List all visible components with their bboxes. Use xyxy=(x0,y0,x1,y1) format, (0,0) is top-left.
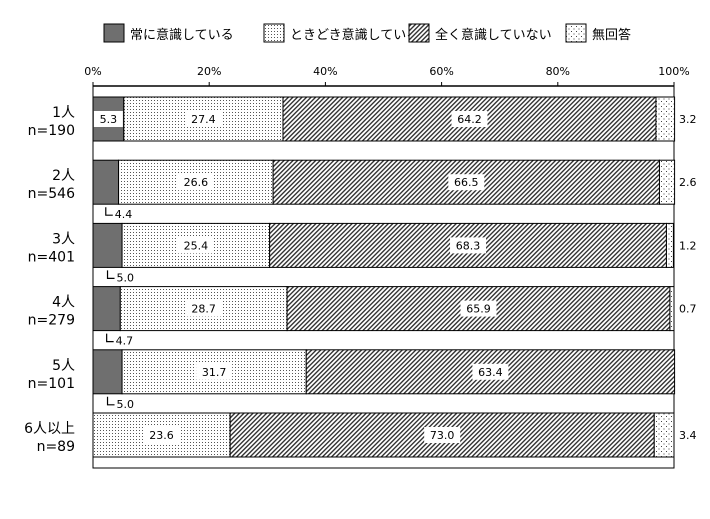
legend-label: 常に意識している xyxy=(130,27,234,43)
bar-row: 1人 n=190 5.3 27.4 64.2 3.2 xyxy=(28,96,697,142)
data-label: 5.0 xyxy=(117,271,134,284)
data-label-leader xyxy=(106,333,114,343)
data-label-bg xyxy=(451,111,488,127)
legend-swatch xyxy=(263,23,285,43)
legend-label: 全く意識していない xyxy=(435,27,552,43)
legend-label: ときどき意識している xyxy=(290,27,419,43)
data-label: 4.7 xyxy=(116,335,134,348)
category-label: 3人 xyxy=(52,231,75,247)
data-label: 3.4 xyxy=(679,429,697,442)
bar-row: 5人 n=101 5.0 31.7 63.4 xyxy=(28,349,676,411)
data-label: 5.0 xyxy=(117,398,134,411)
data-label: 65.9 xyxy=(466,303,491,316)
x-axis: 0% 20% 40% 60% 80% 100% xyxy=(84,65,690,469)
data-label-bg xyxy=(143,427,180,443)
x-tick-label: 60% xyxy=(429,65,453,78)
plot-frame xyxy=(92,85,675,469)
bar-segment xyxy=(92,159,120,205)
data-label: 63.4 xyxy=(478,366,503,379)
data-label: 66.5 xyxy=(454,176,479,189)
data-label: 5.3 xyxy=(100,113,118,126)
category-n-label: n=101 xyxy=(28,376,75,392)
bar-segment xyxy=(282,96,657,142)
category-n-label: n=546 xyxy=(28,186,75,202)
data-label-bg xyxy=(450,237,487,254)
data-label: 73.0 xyxy=(430,429,455,442)
chart-legend: 常に意識している ときどき意識している 全く意識していない 無回答 xyxy=(103,23,631,43)
data-label-leader xyxy=(106,396,115,406)
x-tick-label: 100% xyxy=(658,65,689,78)
data-label: 31.7 xyxy=(202,366,227,379)
legend-item: 常に意識している xyxy=(103,23,234,43)
data-label-bg xyxy=(196,363,233,380)
category-label: 6人以上 xyxy=(24,421,75,437)
bar-row: 4人 n=279 4.7 28.7 65.9 0.7 xyxy=(28,286,697,348)
legend-item: ときどき意識している xyxy=(263,23,419,43)
bar-row: 2人 n=546 4.4 26.6 66.5 2.6 xyxy=(28,159,697,221)
category-n-label: n=89 xyxy=(37,439,75,455)
data-label-bg xyxy=(424,427,461,443)
data-label-bg xyxy=(185,111,222,127)
x-tick-label: 20% xyxy=(197,65,221,78)
bar-row: 3人 n=401 5.0 25.4 68.3 1.2 xyxy=(28,222,697,284)
data-label-bg xyxy=(177,237,214,254)
data-label-bg xyxy=(472,363,509,380)
data-label-leader xyxy=(105,207,113,216)
category-label: 5人 xyxy=(52,358,75,374)
data-label-leader xyxy=(106,270,115,279)
data-label-bg xyxy=(460,300,497,317)
data-label-bg xyxy=(177,174,214,191)
data-label: 3.2 xyxy=(679,113,697,126)
legend-item: 全く意識していない xyxy=(408,23,552,43)
category-n-label: n=279 xyxy=(28,313,75,329)
category-label: 1人 xyxy=(52,105,75,121)
data-label: 64.2 xyxy=(457,113,482,126)
data-label: 25.4 xyxy=(184,239,209,252)
data-label: 27.4 xyxy=(191,113,216,126)
bar-segment xyxy=(665,222,674,268)
legend-label: 無回答 xyxy=(592,27,631,43)
bar-segment xyxy=(92,286,121,332)
category-label: 2人 xyxy=(52,168,75,184)
data-label: 2.6 xyxy=(679,176,697,189)
bar-segment xyxy=(653,412,675,458)
data-label: 0.7 xyxy=(679,303,697,316)
data-label: 28.7 xyxy=(191,303,216,316)
data-label-bg xyxy=(93,111,123,127)
x-tick-label: 40% xyxy=(313,65,337,78)
x-tick-label: 80% xyxy=(546,65,570,78)
legend-swatch xyxy=(408,23,430,43)
data-label: 1.2 xyxy=(679,239,697,252)
legend-swatch xyxy=(565,23,587,43)
data-label-bg xyxy=(185,300,222,317)
legend-swatch xyxy=(103,23,125,43)
data-label-bg xyxy=(448,174,485,191)
legend-item: 無回答 xyxy=(565,23,631,43)
category-label: 4人 xyxy=(52,295,75,311)
data-label: 4.4 xyxy=(115,208,133,221)
data-label: 68.3 xyxy=(456,239,481,252)
bar-segment xyxy=(92,349,123,395)
bar-segment xyxy=(669,286,675,332)
data-label: 26.6 xyxy=(184,176,209,189)
category-n-label: n=401 xyxy=(28,249,75,265)
bar-segment xyxy=(655,96,676,142)
bar-segment xyxy=(658,159,676,205)
bar-row: 6人以上 n=89 23.6 73.0 3.4 xyxy=(24,412,697,458)
x-tick-label: 0% xyxy=(84,65,101,78)
data-label: 23.6 xyxy=(149,429,174,442)
category-n-label: n=190 xyxy=(28,123,75,139)
bar-segment xyxy=(92,222,123,268)
